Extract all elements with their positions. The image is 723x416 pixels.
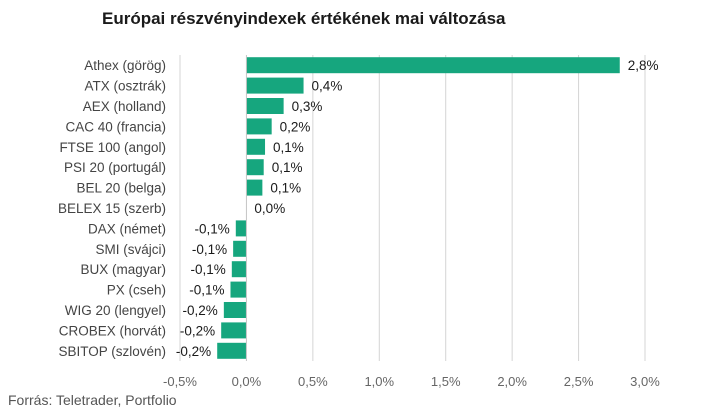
bar <box>246 57 620 74</box>
category-label: BUX (magyar) <box>80 262 166 277</box>
value-label: -0,2% <box>176 344 211 359</box>
x-tick-label: 2,0% <box>497 374 527 389</box>
value-label: 0,3% <box>292 99 323 114</box>
bar <box>231 261 247 278</box>
bar <box>246 77 304 94</box>
bar <box>230 281 247 298</box>
bar <box>246 138 266 155</box>
bar <box>221 322 247 339</box>
bar <box>217 342 247 359</box>
value-label: -0,2% <box>180 323 215 338</box>
value-label: 0,2% <box>280 119 311 134</box>
value-label: 2,8% <box>628 58 659 73</box>
bar <box>223 302 247 318</box>
x-tick-label: 1,5% <box>431 374 461 389</box>
x-tick-label: 2,5% <box>564 374 594 389</box>
x-tick-label: 0,5% <box>298 374 328 389</box>
category-label: BELEX 15 (szerb) <box>58 201 166 216</box>
bar <box>246 159 264 176</box>
x-tick-label: 0,0% <box>232 374 262 389</box>
bar <box>246 179 263 196</box>
category-label: SBITOP (szlovén) <box>58 344 166 359</box>
value-label: -0,1% <box>191 262 226 277</box>
category-label: DAX (német) <box>88 221 166 236</box>
category-label: WIG 20 (lengyel) <box>65 303 166 318</box>
value-label: -0,1% <box>195 221 230 236</box>
value-label: 0,1% <box>273 140 304 155</box>
bar <box>246 118 272 135</box>
x-tick-label: 1,0% <box>364 374 394 389</box>
value-label: 0,4% <box>312 79 343 94</box>
chart-source-note: Forrás: Teletrader, Portfolio <box>8 392 177 408</box>
value-label: -0,1% <box>189 283 224 298</box>
category-label: BEL 20 (belga) <box>76 181 166 196</box>
category-label: PX (cseh) <box>107 283 166 298</box>
bar <box>246 98 284 114</box>
category-label: CAC 40 (francia) <box>65 119 166 134</box>
chart-title: Európai részvényindexek értékének mai vá… <box>102 9 506 28</box>
category-label: AEX (holland) <box>83 99 166 114</box>
category-label: Athex (görög) <box>84 58 166 73</box>
category-label: CROBEX (horvát) <box>59 323 166 338</box>
value-label: 0,0% <box>254 201 285 216</box>
x-tick-label: -0,5% <box>163 374 197 389</box>
x-tick-label: 3,0% <box>630 374 660 389</box>
value-label: -0,1% <box>192 242 227 257</box>
category-label: SMI (svájci) <box>96 242 167 257</box>
bar <box>233 240 247 257</box>
category-label: ATX (osztrák) <box>84 79 166 94</box>
bar <box>235 220 247 237</box>
category-label: PSI 20 (portugál) <box>64 160 166 175</box>
value-label: -0,2% <box>183 303 218 318</box>
category-label: FTSE 100 (angol) <box>59 140 166 155</box>
value-label: 0,1% <box>272 160 303 175</box>
value-label: 0,1% <box>270 181 301 196</box>
